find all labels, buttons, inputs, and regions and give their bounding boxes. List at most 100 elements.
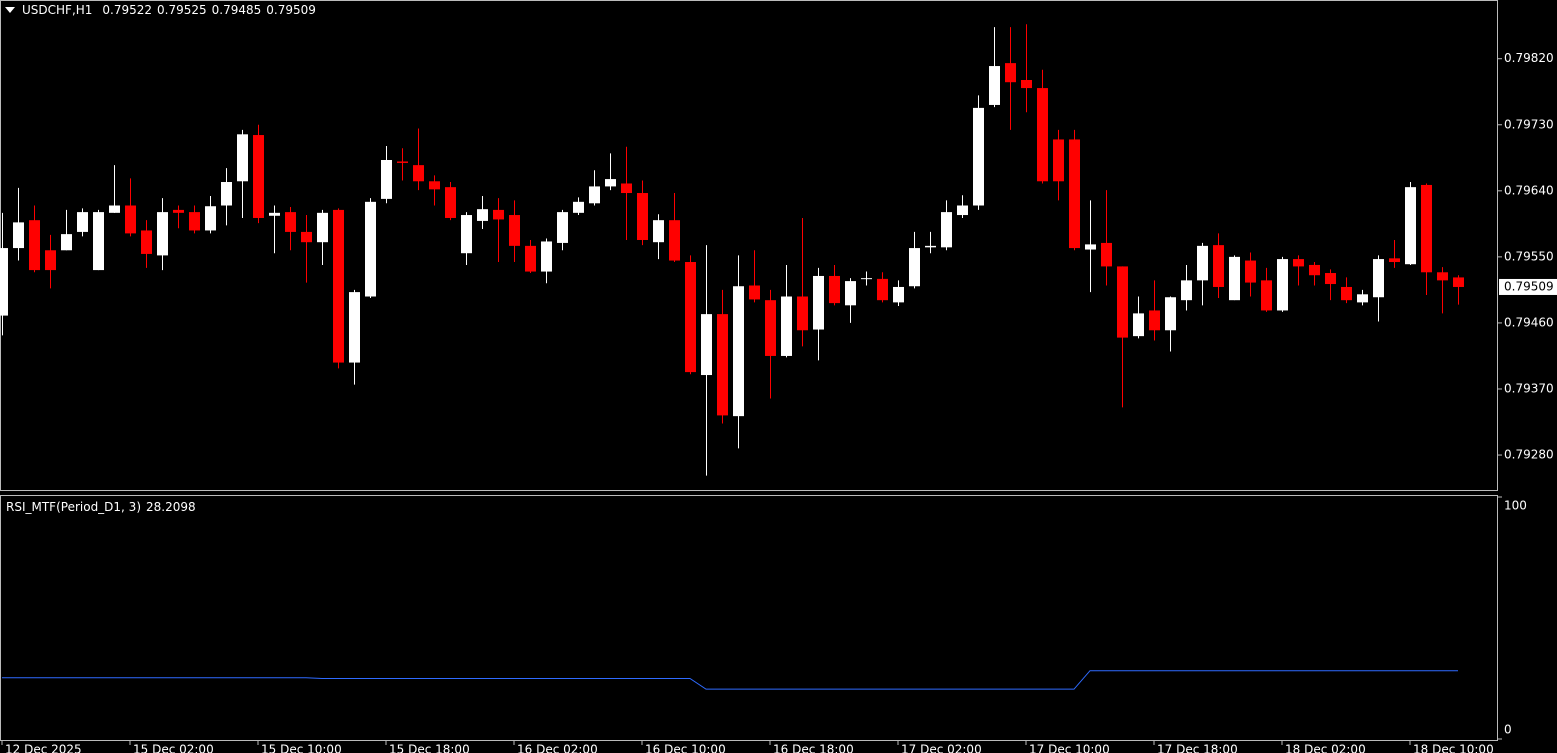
candle-body — [829, 275, 840, 304]
candle-body — [941, 212, 952, 248]
candle-body — [1261, 280, 1272, 311]
candle-body — [989, 66, 1000, 105]
x-tick-label: 17 Dec 18:00 — [1157, 743, 1238, 753]
x-tick-label: 16 Dec 10:00 — [645, 743, 726, 753]
candle-body — [1133, 313, 1144, 337]
candle-body — [461, 215, 472, 254]
candle-body — [1309, 264, 1320, 276]
candle-body — [1341, 286, 1352, 301]
indicator-line — [2, 670, 1458, 690]
candle-body — [621, 183, 632, 194]
candle-body — [541, 241, 552, 272]
candle-body — [1389, 258, 1400, 263]
candle-body — [29, 220, 40, 271]
candle-body — [1165, 297, 1176, 331]
indicator-window-frame — [0, 495, 1498, 741]
chart-header: USDCHF,H1 0.79522 0.79525 0.79485 0.79509 — [22, 3, 316, 17]
symbol: USDCHF,H1 — [22, 3, 92, 17]
candle-body — [637, 193, 648, 240]
candle-body — [1069, 139, 1080, 249]
candle-body — [1197, 245, 1208, 281]
candle-body — [397, 161, 408, 163]
y-tick-label: 0.79460 — [1504, 315, 1554, 329]
candle-body — [509, 215, 520, 246]
x-tick-label: 15 Dec 10:00 — [261, 743, 342, 753]
candle-body — [61, 234, 72, 251]
candle-body — [1357, 294, 1368, 303]
candle-body — [381, 159, 392, 199]
candle-body — [765, 300, 776, 356]
x-tick-label: 16 Dec 02:00 — [517, 743, 598, 753]
header-low: 0.79485 — [212, 3, 262, 17]
candle-body — [477, 209, 488, 221]
candle-body — [1037, 88, 1048, 182]
x-tick-label: 16 Dec 18:00 — [773, 743, 854, 753]
candle-body — [141, 230, 152, 254]
candle-body — [269, 212, 280, 216]
candle-body — [685, 262, 696, 373]
candle-body — [173, 209, 184, 213]
x-tick-label: 12 Dec 2025 — [5, 743, 82, 753]
candle-body — [109, 205, 120, 213]
candle-body — [1213, 245, 1224, 287]
indicator-name: RSI_MTF(Period_D1, 3) — [6, 500, 141, 514]
last-price-box — [1499, 278, 1557, 295]
candle-body — [0, 248, 8, 316]
candle-body — [1453, 277, 1464, 287]
main-window-frame — [0, 0, 1498, 491]
candle-body — [797, 296, 808, 331]
candle-body — [845, 281, 856, 306]
candle-body — [445, 187, 456, 218]
candle-body — [349, 292, 360, 363]
candle-body — [653, 220, 664, 243]
candle-body — [1245, 260, 1256, 283]
candle-body — [189, 212, 200, 231]
header-high: 0.79525 — [157, 3, 207, 17]
candle-body — [333, 209, 344, 363]
y-tick-label: 0.79280 — [1504, 448, 1554, 462]
menu-triangle[interactable] — [5, 7, 15, 13]
candle-body — [1421, 184, 1432, 273]
indicator-value: 28.2098 — [146, 500, 196, 514]
candle-body — [573, 201, 584, 213]
candle-body — [205, 206, 216, 231]
x-tick-label: 17 Dec 10:00 — [1029, 743, 1110, 753]
candle-body — [525, 245, 536, 272]
x-tick-label: 18 Dec 10:00 — [1413, 743, 1494, 753]
y-tick-label: 0.79820 — [1504, 51, 1554, 65]
candle-body — [125, 205, 136, 234]
y-tick-label: 0.79370 — [1504, 381, 1554, 395]
candle-body — [237, 134, 248, 182]
candle-body — [781, 296, 792, 356]
candle-body — [301, 231, 312, 243]
candle-body — [1405, 187, 1416, 265]
candle-body — [909, 248, 920, 287]
candle-body — [93, 212, 104, 271]
candle-body — [413, 165, 424, 182]
candle-body — [717, 314, 728, 416]
y-tick-label: 0.79730 — [1504, 117, 1554, 131]
y-tick-label: 0.79550 — [1504, 249, 1554, 263]
y-tick-label: 0.79640 — [1504, 183, 1554, 197]
candle-body — [749, 285, 760, 300]
candle-body — [285, 212, 296, 232]
candle-body — [877, 278, 888, 301]
candle-body — [1117, 266, 1128, 338]
candle-body — [1149, 310, 1160, 331]
candle-body — [557, 212, 568, 243]
x-tick-label: 17 Dec 02:00 — [901, 743, 982, 753]
header-close: 0.79509 — [266, 3, 316, 17]
candle-body — [157, 212, 168, 256]
candle-body — [1373, 259, 1384, 298]
candle-body — [861, 278, 872, 280]
candle-body — [221, 182, 232, 206]
candle-body — [1085, 244, 1096, 250]
indicator-title: RSI_MTF(Period_D1, 3) 28.2098 — [6, 500, 196, 514]
candle-body — [925, 245, 936, 248]
y-tick-label: 0 — [1504, 723, 1512, 737]
candle-body — [957, 205, 968, 216]
x-tick-label: 18 Dec 02:00 — [1285, 743, 1366, 753]
candle-body — [253, 135, 264, 218]
